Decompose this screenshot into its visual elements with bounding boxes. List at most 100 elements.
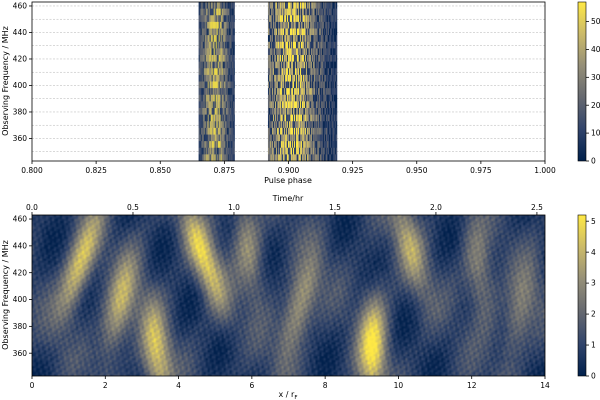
top-band-cell bbox=[328, 48, 331, 56]
top-band-cell bbox=[292, 88, 295, 95]
top-band-cell bbox=[332, 61, 335, 69]
top-band-cell bbox=[315, 88, 318, 95]
top-band-cell bbox=[304, 68, 307, 76]
top-band-cell bbox=[283, 68, 286, 76]
top-band-cell bbox=[209, 48, 211, 56]
top-band-cell bbox=[289, 35, 292, 42]
top-band-cell bbox=[315, 147, 318, 155]
top-band-cell bbox=[223, 55, 225, 62]
top-band-cell bbox=[304, 81, 307, 89]
top-band-cell bbox=[219, 61, 221, 69]
top-band-cell bbox=[209, 2, 211, 9]
top-band-cell bbox=[308, 121, 311, 129]
top-band-cell bbox=[214, 2, 216, 9]
top-band-cell bbox=[333, 94, 336, 102]
top-band-cell bbox=[216, 8, 218, 16]
top-band-cell bbox=[288, 2, 291, 9]
top-band-cell bbox=[229, 21, 231, 29]
top-band-cell bbox=[319, 114, 322, 122]
top-band-cell bbox=[282, 61, 285, 69]
top-x-tick-label: 0.950 bbox=[406, 166, 428, 175]
top-band-cell bbox=[323, 114, 326, 122]
top-band-cell bbox=[215, 28, 217, 36]
top-band-cell bbox=[302, 48, 305, 56]
top-band-cell bbox=[324, 8, 327, 16]
top-band-cell bbox=[212, 61, 214, 69]
top-band-cell bbox=[214, 41, 216, 49]
top-band-cell bbox=[305, 108, 308, 115]
top-band-cell bbox=[297, 21, 300, 29]
top-band-cell bbox=[333, 88, 336, 95]
top-band-cell bbox=[230, 88, 232, 95]
top-band-cell bbox=[269, 61, 272, 69]
top-band-cell bbox=[306, 127, 309, 135]
top-band-cell bbox=[218, 41, 220, 49]
top-band-cell bbox=[284, 21, 287, 29]
top-band-cell bbox=[309, 114, 312, 122]
top-band-cell bbox=[322, 81, 325, 89]
top-band-cell bbox=[231, 2, 233, 9]
top-band-cell bbox=[284, 114, 287, 122]
top-band-cell bbox=[205, 127, 207, 135]
top-band-cell bbox=[267, 55, 270, 62]
top-band-cell bbox=[231, 61, 233, 69]
top-band-cell bbox=[211, 55, 213, 62]
top-band-cell bbox=[199, 134, 201, 142]
top-band-cell bbox=[313, 134, 316, 142]
top-band-cell bbox=[288, 134, 291, 142]
top-band-cell bbox=[271, 108, 274, 115]
top-band-cell bbox=[226, 127, 228, 135]
top-band-cell bbox=[218, 8, 220, 16]
top-band-cell bbox=[218, 121, 220, 129]
top-band-cell bbox=[307, 147, 310, 155]
top-band-cell bbox=[203, 48, 205, 56]
top-band-cell bbox=[276, 121, 279, 129]
top-band-cell bbox=[328, 8, 331, 16]
top-band-cell bbox=[226, 154, 228, 162]
top-band-cell bbox=[311, 41, 314, 49]
top-band-cell bbox=[297, 28, 300, 36]
top-band-cell bbox=[202, 147, 204, 155]
top-band-cell bbox=[300, 114, 303, 122]
top-band-cell bbox=[198, 35, 200, 42]
top-band-cell bbox=[268, 21, 271, 29]
top-band-cell bbox=[202, 88, 204, 95]
top-band-cell bbox=[202, 127, 204, 135]
top-band-cell bbox=[326, 74, 329, 82]
top-band-cell bbox=[271, 55, 274, 62]
top-band-cell bbox=[276, 154, 279, 162]
top-band-cell bbox=[283, 41, 286, 49]
top-band-cell bbox=[285, 134, 288, 142]
top-band-cell bbox=[298, 94, 301, 102]
top-band-cell bbox=[296, 61, 299, 69]
top-band-cell bbox=[297, 127, 300, 135]
top-band-cell bbox=[331, 114, 334, 122]
top-band-cell bbox=[293, 61, 296, 69]
top-band-cell bbox=[285, 55, 288, 62]
top-band-cell bbox=[332, 101, 335, 109]
top-band-cell bbox=[333, 61, 336, 69]
top-band-cell bbox=[330, 55, 333, 62]
top-band-cell bbox=[328, 147, 331, 155]
top-band-cell bbox=[302, 101, 305, 109]
top-band-cell bbox=[214, 74, 216, 82]
top-band-cell bbox=[331, 88, 334, 95]
top-band-cell bbox=[311, 21, 314, 29]
top-band-cell bbox=[213, 108, 215, 115]
top-band-cell bbox=[293, 55, 296, 62]
top-band-cell bbox=[286, 74, 289, 82]
top-band-cell bbox=[332, 141, 335, 148]
top-band-cell bbox=[279, 15, 282, 23]
top-band-cell bbox=[287, 8, 290, 16]
top-band-cell bbox=[221, 68, 223, 76]
top-band-cell bbox=[327, 114, 330, 122]
top-band-cell bbox=[286, 88, 289, 95]
top-band-cell bbox=[328, 28, 331, 36]
top-band-cell bbox=[329, 88, 332, 95]
bottom-x-tick-label: 10 bbox=[394, 381, 404, 390]
top-band-cell bbox=[334, 134, 337, 142]
top-band-cell bbox=[218, 74, 220, 82]
top-band-cell bbox=[202, 15, 204, 23]
top-band-cell bbox=[298, 41, 301, 49]
top-band-cell bbox=[324, 68, 327, 76]
